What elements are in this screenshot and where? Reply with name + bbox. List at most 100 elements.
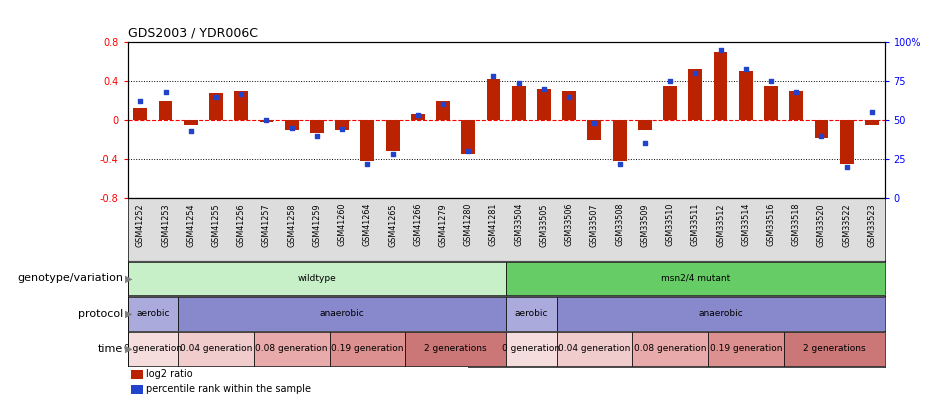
Bar [254, 332, 329, 366]
Bar [128, 262, 506, 295]
Point [789, 89, 804, 95]
Bar [335, 120, 349, 130]
Bar [128, 297, 178, 330]
Bar [259, 120, 273, 122]
Bar [184, 120, 198, 125]
Text: 0.04 generation: 0.04 generation [180, 344, 253, 354]
Text: time: time [97, 344, 123, 354]
Text: genotype/variation: genotype/variation [17, 273, 123, 283]
Point [486, 73, 501, 80]
Text: GSM33508: GSM33508 [615, 203, 624, 246]
Text: GSM41279: GSM41279 [439, 203, 447, 247]
Text: GSM41255: GSM41255 [212, 203, 220, 247]
Bar [739, 71, 753, 120]
Text: GSM41252: GSM41252 [136, 203, 145, 247]
Text: aerobic: aerobic [515, 309, 548, 318]
Text: GSM33516: GSM33516 [766, 203, 776, 246]
Bar [360, 120, 375, 161]
Bar [405, 332, 506, 366]
Bar [556, 297, 885, 330]
Bar [133, 109, 148, 120]
Bar [486, 79, 500, 120]
Point [738, 65, 753, 72]
Bar [613, 120, 626, 161]
Text: GSM33509: GSM33509 [640, 203, 649, 247]
Text: GSM41281: GSM41281 [489, 203, 498, 246]
Point [536, 86, 552, 92]
Text: 0.08 generation: 0.08 generation [634, 344, 707, 354]
Text: GSM41265: GSM41265 [388, 203, 397, 247]
Point [284, 125, 299, 131]
Text: GSM33504: GSM33504 [515, 203, 523, 246]
Bar [663, 86, 677, 120]
Point [411, 112, 426, 119]
Bar [128, 332, 178, 366]
Bar [815, 120, 829, 138]
Point [461, 148, 476, 155]
Text: ▶: ▶ [125, 309, 132, 319]
Text: 2 generations: 2 generations [425, 344, 487, 354]
Point [359, 160, 375, 167]
Point [435, 101, 450, 108]
Text: GSM41258: GSM41258 [288, 203, 296, 247]
Text: msn2/4 mutant: msn2/4 mutant [660, 274, 730, 283]
Bar [713, 52, 727, 120]
Bar [562, 91, 576, 120]
Bar [506, 332, 556, 366]
Text: GSM41264: GSM41264 [363, 203, 372, 246]
Bar [178, 332, 254, 366]
Bar [537, 89, 551, 120]
Bar [840, 120, 853, 164]
Bar [411, 114, 425, 120]
Point [158, 89, 173, 95]
Text: GSM33511: GSM33511 [691, 203, 700, 246]
Text: anaerobic: anaerobic [698, 309, 743, 318]
Bar [789, 91, 803, 120]
Point [259, 117, 274, 124]
Text: 0 generation: 0 generation [502, 344, 560, 354]
Text: 0.04 generation: 0.04 generation [558, 344, 631, 354]
Point [385, 151, 400, 158]
Point [865, 109, 880, 115]
Bar [689, 69, 702, 120]
Text: GSM41253: GSM41253 [161, 203, 170, 247]
Text: GSM33510: GSM33510 [666, 203, 674, 246]
Text: wildtype: wildtype [298, 274, 336, 283]
Text: GSM33505: GSM33505 [539, 203, 549, 247]
Text: ▶: ▶ [125, 344, 132, 354]
Point [335, 126, 350, 133]
Text: GSM41259: GSM41259 [312, 203, 322, 247]
Point [839, 164, 854, 170]
Point [612, 160, 627, 167]
Bar [708, 332, 783, 366]
Bar [865, 120, 879, 125]
Text: 0.19 generation: 0.19 generation [331, 344, 404, 354]
Text: anaerobic: anaerobic [320, 309, 364, 318]
Bar [329, 332, 405, 366]
Text: GDS2003 / YDR006C: GDS2003 / YDR006C [128, 27, 257, 40]
Bar [131, 369, 143, 379]
Bar [386, 120, 399, 151]
Text: GSM33507: GSM33507 [590, 203, 599, 247]
Text: GSM33520: GSM33520 [817, 203, 826, 247]
Text: percentile rank within the sample: percentile rank within the sample [147, 384, 311, 394]
Bar [285, 120, 299, 130]
Point [132, 98, 148, 104]
Point [638, 140, 653, 147]
Text: GSM33514: GSM33514 [742, 203, 750, 246]
Text: 0 generation: 0 generation [124, 344, 182, 354]
Point [234, 90, 249, 97]
Point [688, 70, 703, 77]
Point [562, 94, 577, 100]
Text: 0.19 generation: 0.19 generation [710, 344, 782, 354]
Bar [638, 120, 652, 130]
Point [184, 128, 199, 134]
Bar [764, 86, 778, 120]
Text: GSM33523: GSM33523 [867, 203, 876, 247]
Text: GSM41266: GSM41266 [413, 203, 422, 246]
Point [208, 94, 223, 100]
Text: GSM41256: GSM41256 [236, 203, 246, 247]
Bar [178, 297, 506, 330]
Text: GSM41257: GSM41257 [262, 203, 271, 247]
Bar [209, 93, 223, 120]
